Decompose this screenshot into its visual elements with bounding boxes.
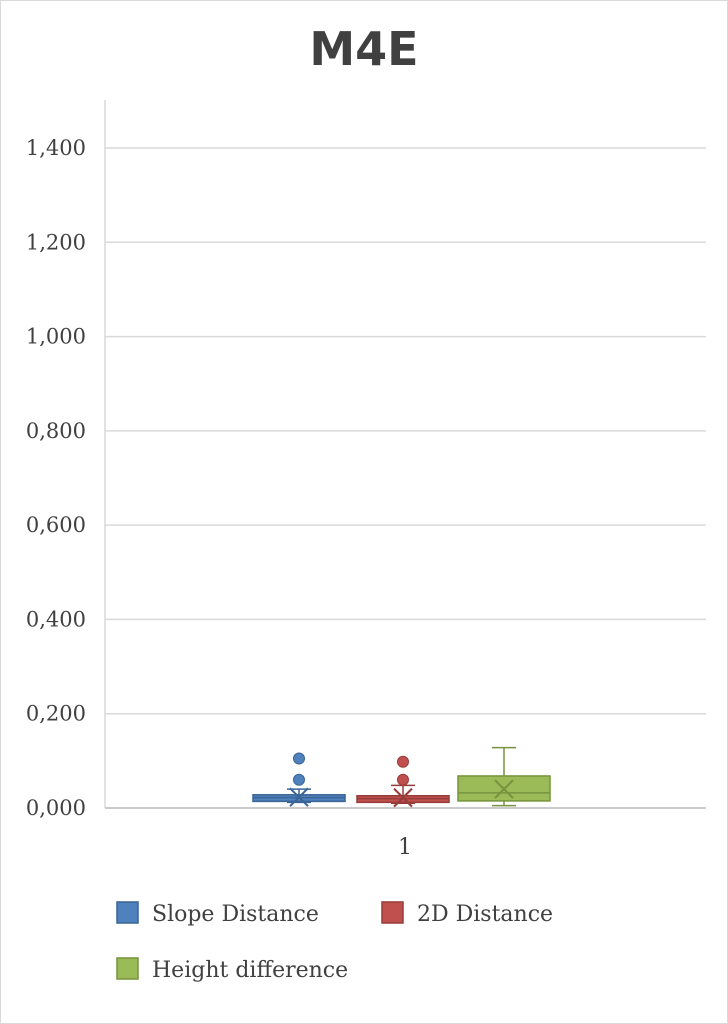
axes [104, 100, 706, 809]
x-category-label: 1 [398, 835, 412, 860]
legend-label: Height difference [152, 958, 348, 983]
mean-marker [393, 787, 413, 808]
outlier-point [293, 752, 305, 765]
outlier-point [397, 773, 409, 786]
y-tick-label: 1,000 [26, 325, 86, 349]
legend-swatch [116, 901, 139, 924]
legend-swatch [381, 901, 404, 924]
y-tick-label: 0,600 [26, 513, 86, 537]
outlier-point [397, 755, 409, 768]
y-axis-tick-labels: 0,000 0,200 0,400 0,600 0,800 1,000 1,200 1,400 [26, 136, 86, 820]
box-2d-distance [356, 755, 450, 808]
box-slope-distance [252, 752, 346, 807]
legend-label: 2D Distance [417, 902, 553, 927]
legend-item: 2D Distance [381, 901, 553, 927]
legend: Slope Distance 2D Distance Height differen… [116, 901, 553, 983]
legend-item: Slope Distance [116, 901, 319, 927]
y-tick-label: 0,200 [26, 702, 86, 726]
legend-label: Slope Distance [152, 902, 319, 927]
y-tick-label: 1,200 [26, 230, 86, 254]
mean-marker [289, 787, 309, 807]
outlier-point [293, 773, 305, 786]
box-plots [252, 746, 551, 808]
box-height-difference [457, 746, 551, 807]
y-tick-label: 0,400 [26, 607, 86, 631]
x-axis-category-labels: 1 [398, 835, 412, 860]
gridlines [105, 147, 706, 809]
legend-swatch [116, 957, 139, 980]
mean-marker [494, 779, 514, 799]
y-tick-label: 0,800 [26, 419, 86, 443]
y-tick-label: 0,000 [26, 796, 86, 820]
legend-item: Height difference [116, 957, 348, 983]
y-tick-label: 1,400 [26, 136, 86, 160]
chart-title: M4E [309, 22, 419, 76]
